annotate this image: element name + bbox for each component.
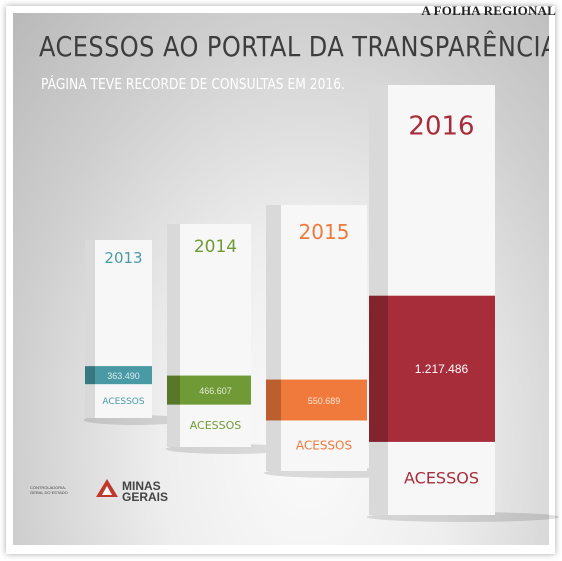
minas-gerais-triangle-icon — [96, 479, 118, 497]
bar-side-2016 — [369, 295, 388, 442]
bar-2016 — [388, 295, 495, 442]
bar-side-2014 — [167, 375, 180, 405]
year-label-2016: 2016 — [408, 112, 474, 142]
chart-title: ACESSOS AO PORTAL DA TRANSPARÊNCIA — [39, 30, 549, 63]
value-label-2015: 550.689 — [308, 396, 341, 406]
value-label-2013: 363.490 — [107, 371, 140, 381]
acessos-label-2015: ACESSOS — [296, 439, 352, 453]
chart-subtitle: PÁGINA TEVE RECORDE DE CONSULTAS EM 2016… — [41, 75, 345, 93]
value-label-2016: 1.217.486 — [415, 362, 469, 376]
acessos-label-2016: ACESSOS — [404, 469, 479, 488]
acessos-label-2013: ACESSOS — [102, 397, 144, 407]
column-side-2014 — [167, 224, 180, 447]
bar-side-2013 — [85, 366, 95, 385]
column-2014 — [180, 224, 251, 447]
bar-2013 — [95, 366, 152, 385]
controladoria-label: CONTROLADORIA-GERAL DO ESTADO — [30, 485, 68, 495]
bar-side-2015 — [266, 379, 281, 421]
minas-gerais-logo-text: MINAS GERAIS — [122, 479, 169, 504]
year-label-2014: 2014 — [194, 237, 237, 257]
column-2013 — [95, 240, 152, 418]
bar-2015 — [281, 379, 367, 421]
column-2015 — [281, 205, 367, 471]
logo-name-line2: GERAIS — [122, 490, 169, 504]
year-label-2013: 2013 — [104, 249, 142, 267]
value-label-2014: 466.607 — [199, 386, 232, 396]
logo-name-line1: MINAS — [122, 479, 161, 493]
bar-2014 — [180, 375, 251, 405]
newspaper-logo: A FOLHA REGIONAL — [421, 3, 556, 18]
column-side-2015 — [266, 205, 281, 471]
column-side-2013 — [85, 240, 95, 418]
acessos-label-2014: ACESSOS — [190, 419, 242, 432]
year-label-2015: 2015 — [299, 220, 350, 244]
